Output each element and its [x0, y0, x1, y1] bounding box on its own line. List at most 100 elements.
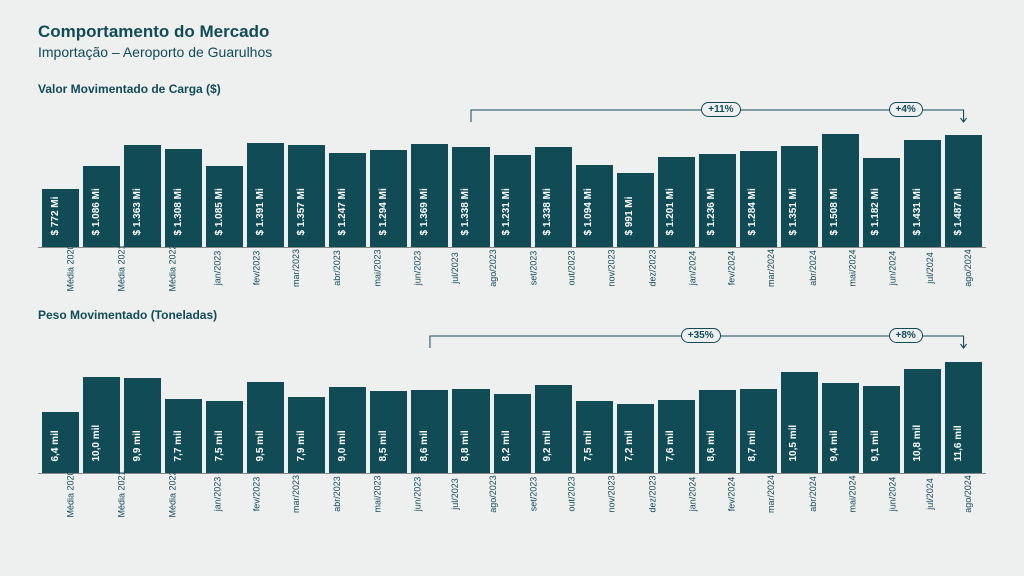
x-axis-label: jun/2024 [870, 478, 905, 512]
chart-valor: Valor Movimentado de Carga ($) $ 772 Mi $… [38, 82, 986, 286]
bar-value-label: $ 1.369 Mi [419, 188, 430, 235]
chart-valor-plot: $ 772 Mi$ 1.086 Mi$ 1.363 Mi$ 1.308 Mi$ … [38, 128, 986, 286]
growth-callout-label: +35% [681, 328, 721, 343]
bar: 9,5 mil [247, 382, 284, 473]
x-axis-label: abr/2023 [314, 252, 350, 286]
x-axis-label: jul/2023 [433, 478, 465, 512]
bar: $ 1.094 Mi [576, 165, 613, 247]
x-axis-label: ago/2023 [469, 252, 507, 286]
bar: $ 1.487 Mi [945, 135, 982, 247]
bar-value-label: $ 1.294 Mi [378, 188, 389, 235]
bar-value-label: 7,5 mil [583, 430, 594, 461]
x-axis-label: Média 2021 [93, 252, 140, 286]
x-axis-label: fev/2023 [234, 478, 269, 512]
bar: $ 1.369 Mi [411, 144, 448, 247]
x-axis-label: jan/2023 [195, 252, 230, 286]
bar: 9,4 mil [822, 383, 859, 473]
chart-valor-title: Valor Movimentado de Carga ($) [38, 82, 986, 96]
bar: $ 1.338 Mi [452, 147, 489, 247]
bar: $ 1.308 Mi [165, 149, 202, 247]
bar: $ 1.338 Mi [535, 147, 572, 247]
x-axis-label: mai/2023 [354, 478, 391, 512]
bar-value-label: $ 1.338 Mi [460, 188, 471, 235]
x-axis-label: jul/2024 [909, 478, 941, 512]
bar-value-label: 8,8 mil [460, 430, 471, 461]
x-axis-label: set/2023 [511, 252, 546, 286]
bar: 8,2 mil [494, 394, 531, 473]
bar: $ 1.085 Mi [206, 166, 243, 247]
x-axis-label: out/2023 [549, 478, 584, 512]
x-axis-label: abr/2024 [790, 478, 826, 512]
x-axis-label: ago/2024 [944, 478, 982, 512]
bar-value-label: 7,9 mil [296, 430, 307, 461]
chart-peso-plot: 6,4 mil 10,0 mil 9,9 mil7,7 mil 7,5 mil 9,5 … [38, 354, 986, 512]
bar: $ 1.201 Mi [658, 157, 695, 247]
bar-value-label: 7,5 mil [214, 430, 225, 461]
bar: 7,9 mil [288, 397, 325, 473]
bar-value-label: $ 1.231 Mi [501, 188, 512, 235]
x-axis-label: mar/2023 [272, 478, 310, 512]
x-axis-label: mai/2023 [354, 252, 391, 286]
bar: $ 772 Mi [42, 189, 79, 247]
bar: $ 1.508 Mi [822, 134, 859, 247]
page-title: Comportamento do Mercado [38, 22, 986, 42]
bar: 7,5 mil [576, 401, 613, 473]
x-axis-label: Média 2022 [144, 478, 191, 512]
x-axis-label: jun/2023 [395, 252, 430, 286]
x-axis-label: nov/2023 [588, 252, 625, 286]
x-axis-label: Média 2020 [42, 252, 89, 286]
bar: 9,1 mil [863, 386, 900, 473]
bar: $ 1.391 Mi [247, 143, 284, 247]
x-axis-label: jan/2024 [670, 252, 705, 286]
x-axis-label: mar/2024 [747, 252, 785, 286]
bar-value-label: $ 1.363 Mi [132, 188, 143, 235]
chart-peso: Peso Movimentado (Toneladas) 6,4 mil10,0… [38, 308, 986, 512]
bar-value-label: $ 1.487 Mi [953, 188, 964, 235]
growth-callout-label: +11% [701, 102, 740, 117]
bar-value-label: 8,6 mil [706, 430, 717, 461]
bar-value-label: 9,2 mil [542, 430, 553, 461]
x-axis-label: ago/2024 [944, 252, 982, 286]
bar-value-label: $ 1.247 Mi [337, 188, 348, 235]
bar: 8,7 mil [740, 389, 777, 473]
x-axis-label: mai/2024 [829, 252, 866, 286]
bar: $ 1.182 Mi [863, 158, 900, 247]
bar-value-label: $ 1.357 Mi [296, 188, 307, 235]
bar-value-label: 9,1 mil [870, 430, 881, 461]
bar-value-label: 9,5 mil [255, 430, 266, 461]
bar: 7,5 mil [206, 401, 243, 473]
x-axis-label: jan/2023 [195, 478, 230, 512]
x-axis-label: nov/2023 [588, 478, 625, 512]
bar-value-label: 8,6 mil [419, 430, 430, 461]
bar: $ 1.431 Mi [904, 140, 941, 247]
bar-value-label: 8,2 mil [501, 430, 512, 461]
bar-value-label: $ 991 Mi [624, 197, 635, 236]
bar: 9,2 mil [535, 385, 572, 473]
x-axis-label: abr/2023 [314, 478, 350, 512]
bar-value-label: 10,8 mil [912, 425, 923, 462]
x-axis-label: dez/2023 [629, 478, 666, 512]
bar: $ 1.363 Mi [124, 145, 161, 247]
x-axis-label: jun/2023 [395, 478, 430, 512]
bar: 7,7 mil [165, 399, 202, 473]
bar-value-label: $ 1.508 Mi [829, 188, 840, 235]
bar-value-label: 8,7 mil [747, 430, 758, 461]
bar: $ 991 Mi [617, 173, 654, 247]
bar-value-label: 10,0 mil [91, 425, 102, 462]
bar-value-label: 10,5 mil [788, 425, 799, 462]
x-axis-label: jul/2023 [433, 252, 465, 286]
bar-value-label: $ 1.284 Mi [747, 188, 758, 235]
bar: 9,9 mil [124, 378, 161, 473]
bar: 8,6 mil [699, 390, 736, 473]
bar-value-label: 7,6 mil [665, 430, 676, 461]
bar: $ 1.247 Mi [329, 153, 366, 247]
bar: 8,8 mil [452, 389, 489, 473]
bar-value-label: $ 1.391 Mi [255, 188, 266, 235]
x-axis-label: Média 2021 [93, 478, 140, 512]
bar-value-label: 6,4 mil [50, 430, 61, 461]
x-axis-label: Média 2022 [144, 252, 191, 286]
bar: 6,4 mil [42, 412, 79, 473]
bar: $ 1.236 Mi [699, 154, 736, 247]
bar-value-label: $ 1.085 Mi [214, 188, 225, 235]
bar-value-label: 11,6 mil [953, 425, 964, 461]
